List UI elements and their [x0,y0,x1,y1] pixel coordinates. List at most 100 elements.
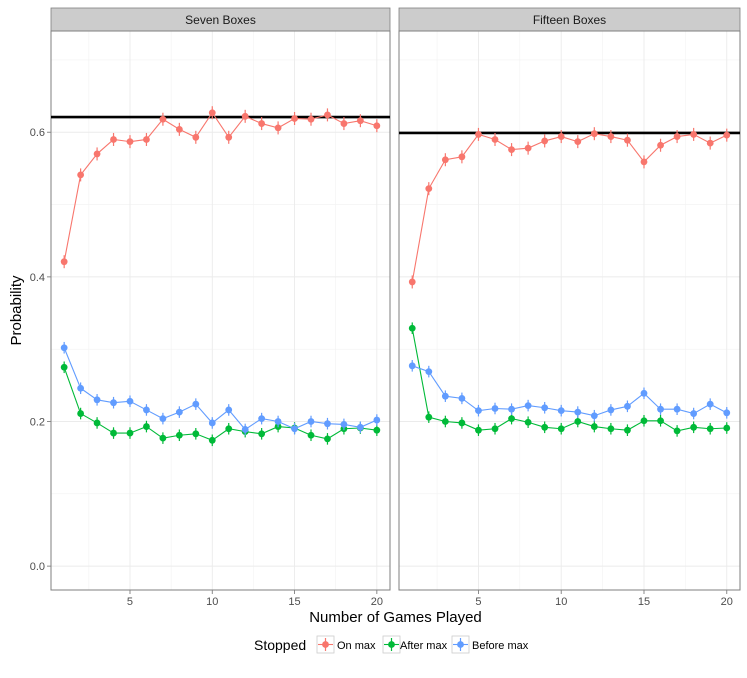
legend-item-on-max: On max [316,635,376,654]
data-point [475,407,482,415]
y-tick-label: 0.4 [30,272,45,284]
data-point [425,368,433,376]
data-point [324,111,331,119]
facet-title: Fifteen Boxes [533,13,606,27]
data-point [192,133,200,141]
data-point [673,427,681,435]
x-tick-label: 5 [127,596,133,608]
data-point [690,423,698,431]
data-point [126,138,134,146]
legend-key-point [322,641,329,648]
data-point [673,133,681,140]
data-point [624,402,631,410]
panel-seven-boxes: Seven Boxes 5 10 15 20 0.0 0.2 0.4 0.6 [30,7,391,608]
data-point [175,408,183,416]
data-point [110,136,117,143]
data-point [408,324,416,332]
x-tick-label: 10 [206,596,218,608]
y-tick-label: 0.2 [30,417,45,429]
data-point [640,417,648,425]
data-point [241,112,249,120]
data-point [723,424,731,432]
legend-label: After max [400,640,448,652]
data-point [307,115,315,123]
data-point [93,150,101,158]
data-point [143,406,150,414]
data-point [574,418,582,425]
data-point [159,415,167,423]
data-point [640,158,648,166]
data-point [225,133,233,141]
data-point [373,122,381,130]
data-point [291,115,298,122]
data-point [208,109,216,117]
plot-background [399,31,740,590]
data-point [143,423,150,430]
data-point [208,436,216,444]
data-point [657,141,664,149]
series-on-max [408,127,731,289]
data-point [541,404,549,412]
data-point [723,409,731,417]
data-point [706,139,714,147]
data-point [607,133,615,140]
facet-title: Seven Boxes [185,13,256,27]
legend-key-point [457,641,464,648]
data-point [373,416,381,424]
data-point [458,419,466,427]
data-point [93,419,101,427]
data-point [126,429,134,437]
data-point [258,415,266,423]
data-point [373,426,381,434]
legend-label: Before max [472,640,529,652]
data-point [274,418,282,425]
x-axis-title: Number of Games Played [309,609,482,626]
x-tick-label: 20 [371,596,383,608]
data-point [508,405,515,413]
data-point [640,389,648,397]
data-point [590,412,598,420]
data-point [175,125,183,133]
legend-title: Stopped [254,637,306,653]
series-on-max [60,106,381,269]
data-point [93,396,101,404]
legend: Stopped On max After max Before max [254,635,529,654]
data-point [706,425,714,433]
data-point [225,406,233,414]
data-point [458,394,466,402]
data-point [425,185,433,193]
data-point [557,133,565,140]
data-point [690,410,698,417]
data-point [340,120,348,127]
data-point [524,144,532,152]
x-tick-label: 10 [555,596,567,608]
data-point [225,425,233,433]
data-point [524,402,532,409]
data-point [541,137,549,145]
legend-item-after-max: After max [382,635,448,654]
data-point [657,405,664,413]
series-before-max [60,341,381,436]
data-point [356,117,364,125]
x-tick-label: 15 [288,596,300,608]
data-point [307,418,315,425]
data-point [77,384,85,392]
data-point [110,399,117,407]
x-tick-label: 5 [475,596,481,608]
data-point [356,423,364,431]
data-point [574,138,582,146]
y-axis-title: Probability [8,275,25,346]
data-point [706,400,714,408]
data-point [77,410,85,417]
data-point [624,136,631,144]
data-point [77,171,85,179]
panel-border [50,30,391,591]
data-point [175,431,183,439]
data-point [690,131,698,138]
x-tick-label: 20 [721,596,733,608]
data-point [307,431,315,439]
panel-fifteen-boxes: Fifteen Boxes 5 10 15 20 [398,7,741,608]
data-point [508,146,515,153]
data-point [491,136,499,143]
